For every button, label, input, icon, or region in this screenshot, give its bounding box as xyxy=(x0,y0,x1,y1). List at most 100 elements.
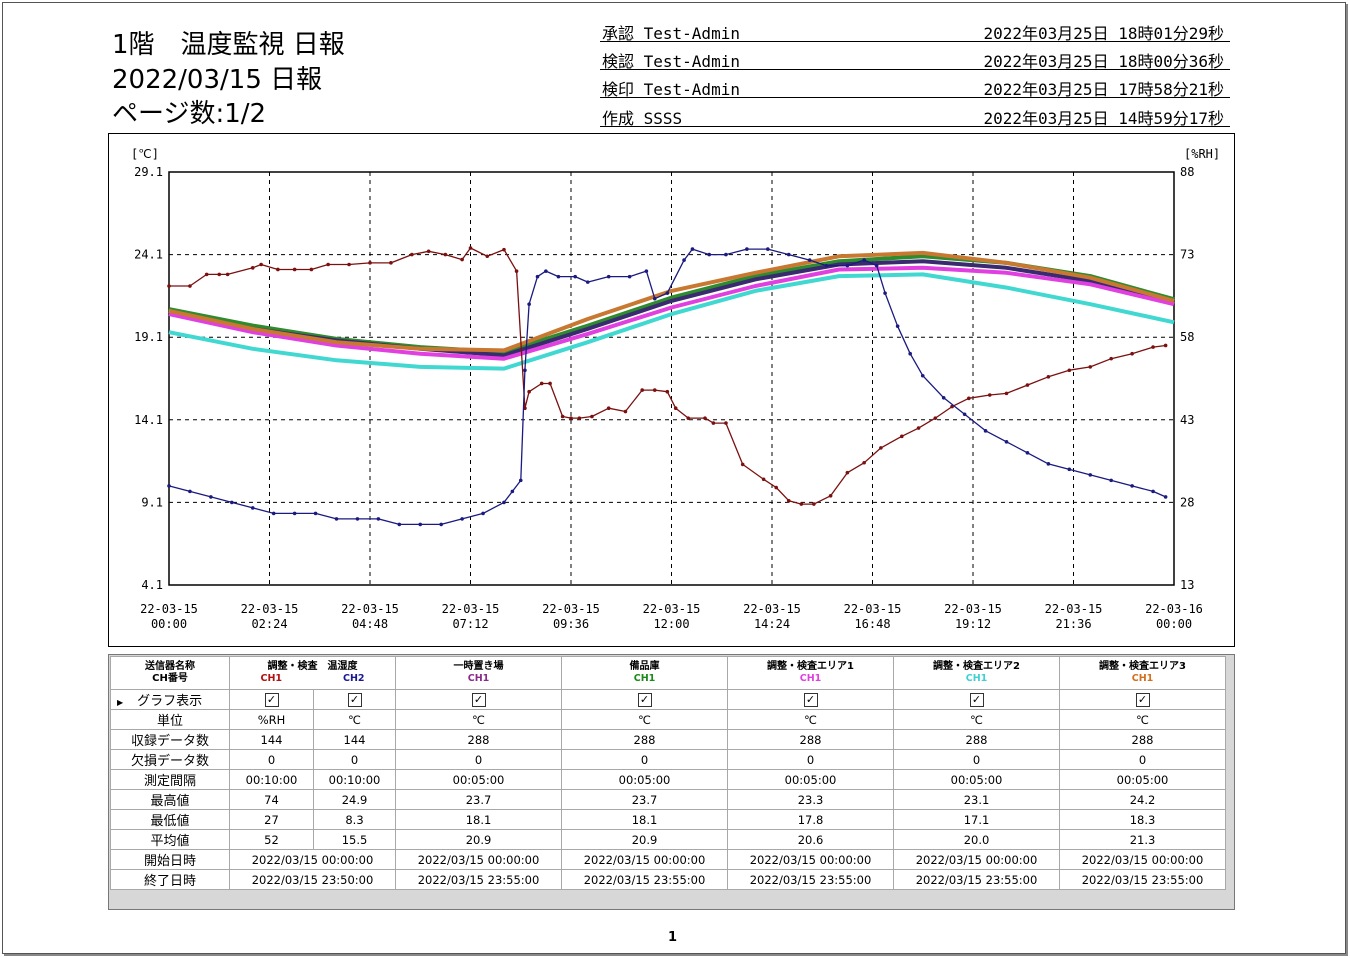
table-cell: 288 xyxy=(395,729,562,750)
y-tick-left: 29.1 xyxy=(134,165,163,179)
row-label: 最低値 xyxy=(110,809,230,830)
table-cell: 00:05:00 xyxy=(727,769,894,790)
device-name: 一時置き場 xyxy=(453,661,504,672)
graph-toggle-cell: ✓ xyxy=(395,689,562,710)
series-point-1 xyxy=(1130,484,1134,488)
x-tick-date: 22-03-15 xyxy=(743,602,801,616)
series-point-1 xyxy=(786,252,791,257)
corner-label: CH番号 xyxy=(152,673,188,684)
graph-toggle-cell: ✓ xyxy=(229,689,314,710)
series-point-1 xyxy=(807,258,812,262)
y-tick-left: 14.1 xyxy=(134,413,163,427)
series-point-0 xyxy=(665,389,670,394)
verification-time: 2022年03月25日 18時00分36秒 xyxy=(983,52,1225,71)
series-point-0 xyxy=(485,254,490,259)
y-unit-right: [%RH] xyxy=(1184,147,1220,161)
approval-time: 2022年03月25日 18時01分29秒 xyxy=(983,24,1225,43)
series-point-1 xyxy=(355,517,360,521)
graph-display-checkbox[interactable]: ✓ xyxy=(471,693,486,707)
series-point-0 xyxy=(569,416,573,420)
table-cell: ℃ xyxy=(395,709,562,730)
series-point-0 xyxy=(1151,345,1155,349)
graph-toggle-cell: ✓ xyxy=(1059,689,1226,710)
x-tick-date: 22-03-15 xyxy=(241,602,299,616)
series-point-1 xyxy=(167,484,171,488)
table-cell: 00:10:00 xyxy=(229,769,314,790)
graph-display-checkbox[interactable]: ✓ xyxy=(264,693,279,707)
series-point-0 xyxy=(606,406,611,411)
series-point-0 xyxy=(724,421,728,425)
series-point-1 xyxy=(523,368,527,373)
table-cell: 2022/03/15 00:00:00 xyxy=(893,849,1060,870)
series-point-0 xyxy=(539,381,544,386)
series-point-0 xyxy=(862,460,866,465)
x-tick-time: 00:00 xyxy=(1156,617,1192,631)
table-cell: 23.7 xyxy=(561,789,728,810)
series-point-1 xyxy=(606,274,611,279)
table-row: 単位 %RH ℃ ℃ ℃ ℃ ℃ ℃ xyxy=(110,709,1226,730)
series-point-1 xyxy=(1163,495,1168,499)
series-point-1 xyxy=(644,269,649,273)
row-label: 平均値 xyxy=(110,829,230,850)
series-point-1 xyxy=(690,247,695,251)
y-tick-right: 73 xyxy=(1180,248,1194,262)
series-point-1 xyxy=(895,324,900,328)
table-row: 欠損データ数 0 0 0 0 0 0 0 xyxy=(110,749,1226,770)
table-cell: 0 xyxy=(229,749,314,770)
series-point-1 xyxy=(1109,478,1113,483)
table-cell: 74 xyxy=(229,789,314,810)
graph-display-checkbox[interactable]: ✓ xyxy=(969,693,984,707)
stats-table: 送信器名称 CH番号 調整・検査 温湿度 CH1 CH2 一時置き場 CH1 備品庫 CH1 調整… xyxy=(110,656,1226,890)
series-point-1 xyxy=(573,274,577,279)
device-header: 調整・検査 温湿度 CH1 CH2 xyxy=(229,656,396,690)
verification-row: 検認 Test-Admin 2022年03月25日 18時00分36秒 xyxy=(600,47,1230,71)
series-point-0 xyxy=(502,247,506,252)
table-row: 測定間隔 00:10:00 00:10:00 00:05:00 00:05:00 00:0… xyxy=(110,769,1226,790)
table-cell: 2022/03/15 00:00:00 xyxy=(395,849,562,870)
series-line-6 xyxy=(168,250,1175,353)
table-cell: ℃ xyxy=(893,709,1060,730)
table-cell: 288 xyxy=(727,729,894,750)
stamp-row: 検印 Test-Admin 2022年03月25日 17時58分21秒 xyxy=(600,75,1230,99)
series-point-1 xyxy=(941,395,946,400)
series-point-0 xyxy=(786,498,791,503)
series-point-1 xyxy=(1025,451,1030,455)
table-cell: 288 xyxy=(893,729,1060,750)
graph-display-checkbox[interactable]: ✓ xyxy=(803,693,818,707)
graph-display-checkbox[interactable]: ✓ xyxy=(637,693,652,707)
stamp-time: 2022年03月25日 17時58分21秒 xyxy=(983,80,1225,99)
table-row: 終了日時 2022/03/15 23:50:00 2022/03/15 23:55:… xyxy=(110,869,1226,890)
table-cell: 20.6 xyxy=(727,829,894,850)
table-cell: 2022/03/15 00:00:00 xyxy=(727,849,894,870)
series-point-0 xyxy=(560,414,565,419)
series-point-1 xyxy=(313,511,318,516)
table-cell: 00:10:00 xyxy=(313,769,396,790)
table-cell: ℃ xyxy=(727,709,894,730)
x-tick-time: 21:36 xyxy=(1055,617,1091,631)
series-point-1 xyxy=(585,280,590,284)
approval-signer: 承認 Test-Admin xyxy=(602,24,740,43)
x-tick-date: 22-03-15 xyxy=(1045,602,1103,616)
series-point-1 xyxy=(460,517,464,521)
graph-display-checkbox[interactable]: ✓ xyxy=(1135,693,1150,707)
series-point-0 xyxy=(590,414,594,419)
table-cell: 0 xyxy=(1059,749,1226,770)
table-cell: 8.3 xyxy=(313,809,396,830)
table-cell: ℃ xyxy=(1059,709,1226,730)
channel-label-group: CH1 CH2 xyxy=(230,673,395,685)
table-cell: 2022/03/15 23:55:00 xyxy=(561,869,728,890)
channel-label: CH1 xyxy=(467,673,490,684)
x-tick-time: 12:00 xyxy=(653,617,689,631)
table-cell: 20.9 xyxy=(561,829,728,850)
series-point-0 xyxy=(1109,356,1113,361)
table-cell: 24.2 xyxy=(1059,789,1226,810)
table-cell: ℃ xyxy=(313,709,396,730)
series-point-0 xyxy=(167,284,171,288)
series-point-0 xyxy=(460,257,464,262)
graph-display-checkbox[interactable]: ✓ xyxy=(347,693,362,707)
series-point-0 xyxy=(527,389,531,394)
stamp-signer: 検印 Test-Admin xyxy=(602,80,740,99)
corner-label: 送信器名称 xyxy=(145,661,195,672)
trend-chart-svg: 29.1 88 24.1 73 19.1 58 14.1 43 9.1 28 4.1 13 [℃] [%R… xyxy=(131,147,1220,631)
channel-label: CH1 xyxy=(965,673,988,684)
